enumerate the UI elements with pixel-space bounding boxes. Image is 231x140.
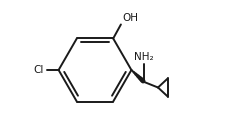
Text: Cl: Cl xyxy=(33,65,44,75)
Text: OH: OH xyxy=(122,13,138,23)
Text: NH₂: NH₂ xyxy=(134,52,153,62)
